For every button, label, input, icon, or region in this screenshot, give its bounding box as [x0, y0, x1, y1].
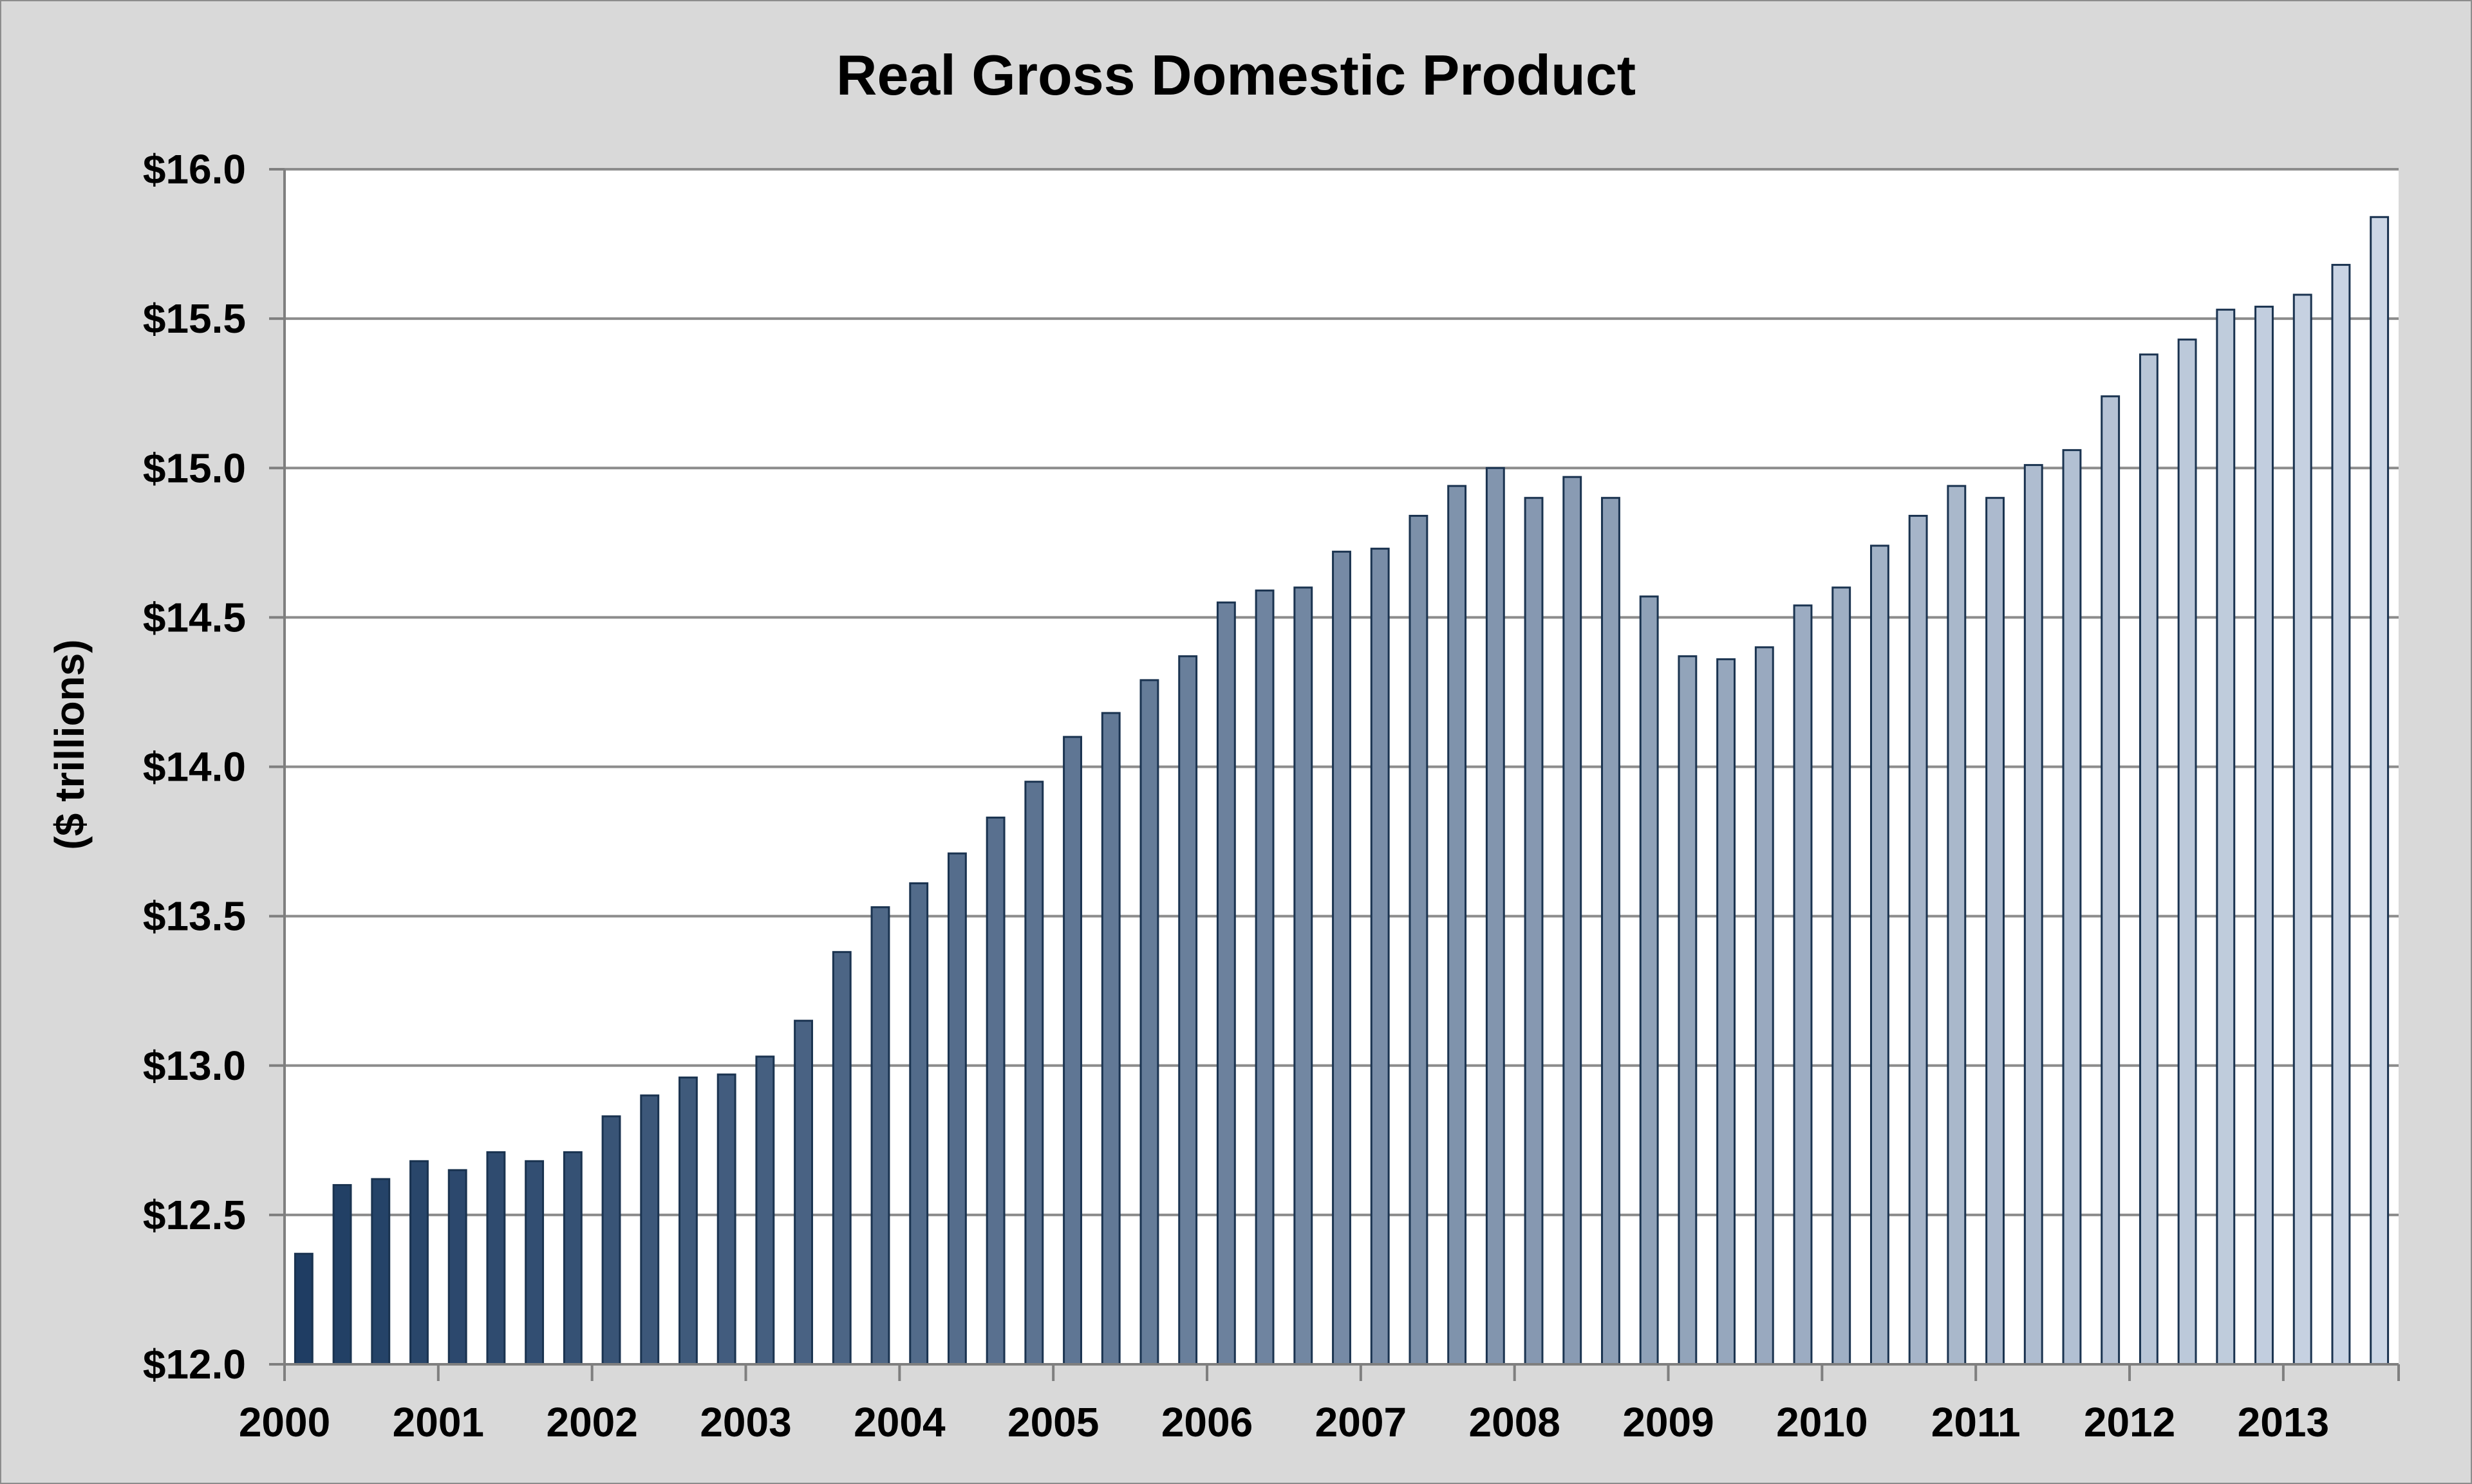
bar	[1216, 601, 1236, 1366]
bar	[2370, 216, 2390, 1366]
bar	[679, 1076, 698, 1366]
bar	[1293, 586, 1313, 1366]
x-tick-label: 2004	[854, 1399, 946, 1445]
bar	[755, 1055, 775, 1366]
bar	[1947, 485, 1967, 1366]
y-tick-label: $13.5	[143, 893, 246, 940]
y-tick-label: $14.0	[143, 744, 246, 790]
y-tick-label: $12.0	[143, 1341, 246, 1387]
bar	[601, 1115, 621, 1366]
bar	[1255, 589, 1275, 1366]
bar	[525, 1160, 545, 1366]
x-tick-label: 2008	[1469, 1399, 1560, 1445]
x-tick-label: 2002	[546, 1399, 637, 1445]
bars	[294, 216, 2390, 1366]
bar	[1370, 548, 1390, 1366]
bar	[409, 1160, 429, 1366]
x-tick-label: 2012	[2084, 1399, 2175, 1445]
bar	[1639, 595, 1659, 1366]
bar	[2101, 395, 2121, 1366]
bar	[947, 852, 967, 1366]
bar	[1678, 655, 1698, 1366]
x-tick-labels: 2000 2001 2002 2003 2004 2005 2006 2007 2008 2009…	[239, 1399, 2329, 1445]
bar	[1524, 497, 1544, 1366]
bar	[371, 1178, 391, 1366]
bar	[2062, 449, 2082, 1366]
bar	[486, 1151, 506, 1366]
bar	[2216, 308, 2236, 1366]
bar	[2177, 339, 2197, 1366]
y-tick-label: $14.5	[143, 594, 246, 640]
x-tick-label: 2010	[1776, 1399, 1868, 1445]
x-tick-label: 2001	[393, 1399, 484, 1445]
bar	[1101, 712, 1121, 1366]
chart-title: Real Gross Domestic Product	[836, 43, 1636, 107]
x-tick-label: 2005	[1007, 1399, 1099, 1445]
bar	[909, 882, 929, 1366]
bar	[716, 1073, 736, 1366]
axes	[269, 168, 2400, 1381]
bar	[1908, 515, 1928, 1366]
bar	[1485, 467, 1505, 1366]
bar	[1985, 497, 2005, 1366]
bar	[2023, 464, 2043, 1366]
x-tick-label: 2009	[1622, 1399, 1714, 1445]
x-tick-label: 2003	[700, 1399, 791, 1445]
x-tick-label: 2000	[239, 1399, 330, 1445]
x-tick-label: 2013	[2238, 1399, 2329, 1445]
y-tick-labels: $12.0 $12.5 $13.0 $13.5 $14.0 $14.5 $15.0 $15.5…	[143, 146, 246, 1387]
bar	[447, 1169, 467, 1366]
bar	[794, 1019, 814, 1366]
bar	[1447, 485, 1467, 1366]
bar	[1409, 515, 1428, 1366]
y-axis-title: ($ trillions)	[46, 639, 93, 849]
bar	[1063, 736, 1082, 1366]
bar	[2292, 293, 2312, 1366]
bar	[1139, 679, 1159, 1366]
x-tick-label: 2006	[1161, 1399, 1253, 1445]
bar	[1601, 497, 1620, 1366]
x-tick-label: 2011	[1931, 1399, 2021, 1445]
bar	[563, 1151, 583, 1366]
bar	[2254, 306, 2274, 1366]
bar	[2331, 264, 2351, 1366]
bar	[1831, 586, 1851, 1366]
bar	[1754, 646, 1774, 1366]
bar	[1332, 550, 1351, 1366]
y-tick-label: $15.5	[143, 295, 246, 342]
y-tick-label: $12.5	[143, 1192, 246, 1238]
bar	[2139, 353, 2158, 1366]
bar	[640, 1094, 660, 1366]
bar	[1562, 476, 1582, 1366]
bar	[832, 951, 852, 1366]
bar	[294, 1252, 314, 1366]
y-tick-label: $16.0	[143, 146, 246, 192]
bar	[870, 906, 890, 1366]
bar	[986, 816, 1006, 1366]
y-tick-label: $13.0	[143, 1043, 246, 1089]
bar	[1793, 604, 1813, 1366]
bar	[1178, 655, 1198, 1366]
y-tick-label: $15.0	[143, 445, 246, 491]
bar	[1024, 781, 1044, 1366]
bar	[1716, 658, 1736, 1366]
bar	[332, 1183, 352, 1366]
x-tick-label: 2007	[1315, 1399, 1407, 1445]
bar	[1869, 544, 1889, 1366]
